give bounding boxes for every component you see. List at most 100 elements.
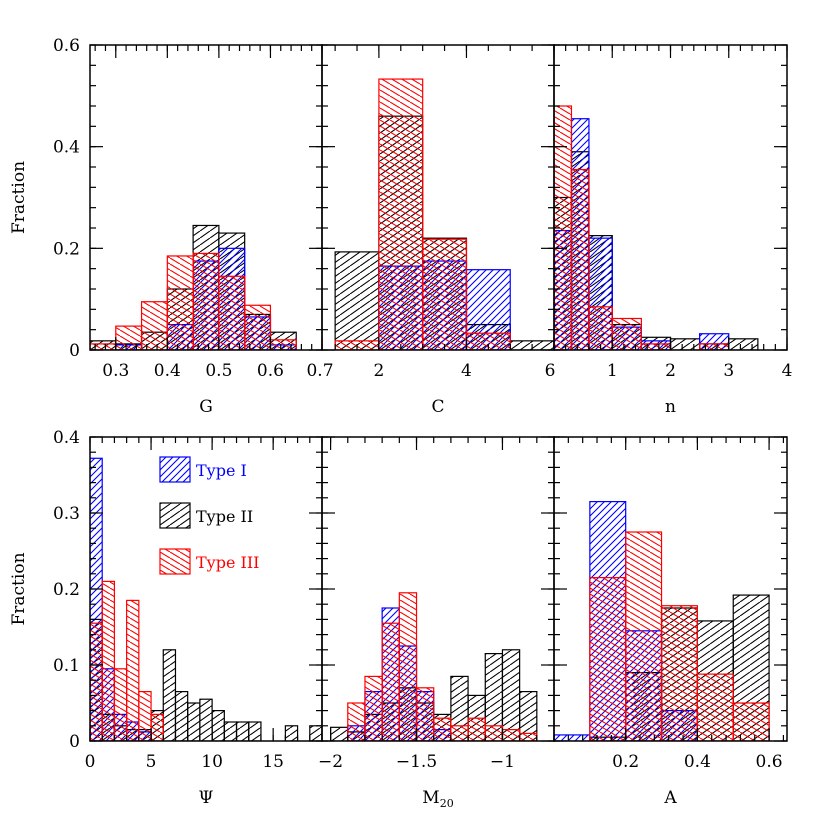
y-tick-label: 0.3 xyxy=(53,504,80,524)
legend-label: Type II xyxy=(196,507,253,526)
bar-type-ii-11 xyxy=(211,709,225,741)
y-tick-label: 0.2 xyxy=(53,239,80,259)
x-axis-label: A xyxy=(663,788,677,808)
bar-type-iii-4 xyxy=(398,592,418,741)
bar-type-iii-3 xyxy=(381,622,400,741)
bar-type-iii-6 xyxy=(218,275,246,350)
panel-2: 2 4 6 C xyxy=(321,44,556,417)
x-tick-label: 4 xyxy=(782,361,793,381)
legend-swatch xyxy=(159,456,191,483)
bar-type-ii-12 xyxy=(223,721,238,741)
y-axis-label: Fraction xyxy=(9,161,29,234)
bar-type-iii-6 xyxy=(150,713,164,741)
x-tick-label: 0 xyxy=(85,752,96,772)
panel-4: 0 5 10 15 0 0.1 0.2 0.3 0.4 Ψ Fraction xyxy=(9,428,323,808)
y-axis-label: Fraction xyxy=(9,552,29,625)
legend: Type I Type II Type III xyxy=(159,456,259,575)
x-tick-label: 3 xyxy=(723,361,734,381)
x-tick-label: 0.4 xyxy=(154,361,181,381)
bar-type-iii-1 xyxy=(347,702,366,741)
x-axis-label: G xyxy=(199,397,213,417)
bar-type-ii-9 xyxy=(187,702,201,741)
panel-1: 0.3 0.4 0.5 0.6 0.7 0 0.2 0.4 0.6 G Fraction xyxy=(9,36,334,417)
bar-type-ii-8 xyxy=(174,690,189,741)
bar-type-iii-2 xyxy=(625,531,663,741)
bar-type-ii-13 xyxy=(235,721,250,741)
bar-type-ii-7 xyxy=(162,649,177,741)
y-tick-label: 0.1 xyxy=(53,656,80,676)
bar-type-iii-2 xyxy=(378,78,424,350)
bar-type-ii-11 xyxy=(501,649,521,741)
bar-type-iii-3 xyxy=(113,668,128,741)
bar-type-i-1 xyxy=(554,734,591,741)
bar-type-iii-11 xyxy=(519,732,538,741)
bar-type-ii-14 xyxy=(248,721,262,741)
bar-type-iii-3 xyxy=(588,306,613,350)
x-tick-label: −1.5 xyxy=(396,752,437,772)
bar-type-iii-2 xyxy=(570,168,590,350)
x-axis-label: C xyxy=(431,397,444,417)
bar-type-iii-3 xyxy=(140,301,168,350)
legend-swatch xyxy=(159,502,191,529)
y-tick-label: 0 xyxy=(69,341,80,361)
x-tick-label: 2 xyxy=(665,361,676,381)
panel-3: 1 2 3 4 n xyxy=(553,44,793,417)
bar-type-iii-4 xyxy=(166,255,194,350)
bar-type-iii-7 xyxy=(244,304,272,350)
bar-type-iii-1 xyxy=(90,343,117,350)
y-tick-label: 0.6 xyxy=(53,36,80,56)
bar-type-iii-4 xyxy=(696,673,734,741)
x-axis-label: M20 xyxy=(422,788,453,810)
bar-type-ii-10 xyxy=(199,698,213,741)
bar-type-iii-5 xyxy=(415,687,435,741)
x-tick-label: 0.6 xyxy=(756,752,783,772)
bar-type-iii-5 xyxy=(640,343,672,350)
bar-type-iii-6 xyxy=(433,717,452,741)
bar-type-iii-10 xyxy=(501,728,521,741)
bar-type-iii-5 xyxy=(732,702,770,741)
bar-type-iii-5 xyxy=(138,690,152,741)
legend-label: Type I xyxy=(196,461,247,480)
x-axis-label: n xyxy=(665,397,676,417)
x-tick-label: −2 xyxy=(318,752,343,772)
bar-type-iii-3 xyxy=(422,238,468,350)
x-tick-label: 0.3 xyxy=(102,361,129,381)
panel-5: −2 −1.5 −1 M20 xyxy=(318,436,555,810)
y-tick-label: 0 xyxy=(69,732,80,752)
x-tick-label: 6 xyxy=(545,361,556,381)
y-tick-label: 0.4 xyxy=(53,428,80,448)
bar-type-iii-8 xyxy=(467,717,486,741)
x-tick-label: 0.4 xyxy=(684,752,711,772)
bar-type-iii-7 xyxy=(450,725,469,741)
bar-type-ii-6 xyxy=(669,338,701,350)
bar-type-iii-2 xyxy=(364,675,383,741)
bar-type-iii-1 xyxy=(90,622,103,741)
x-tick-label: 0.7 xyxy=(306,361,333,381)
legend-swatch xyxy=(159,548,191,575)
x-tick-label: 0.5 xyxy=(205,361,232,381)
bar-type-iii-3 xyxy=(660,605,698,741)
bar-type-ii-16 xyxy=(309,725,322,741)
x-tick-label: 5 xyxy=(146,752,157,772)
x-tick-label: 1 xyxy=(607,361,618,381)
bar-type-iii-2 xyxy=(115,325,143,350)
bar-type-ii-15 xyxy=(284,725,299,741)
bar-type-iii-4 xyxy=(126,599,140,741)
bar-type-iii-1 xyxy=(589,576,627,741)
bar-type-iii-8 xyxy=(269,339,297,350)
x-tick-label: 10 xyxy=(201,752,223,772)
bar-type-iii-2 xyxy=(101,580,116,741)
x-tick-label: 0.6 xyxy=(257,361,284,381)
bar-type-iii-9 xyxy=(484,725,504,741)
x-tick-label: 4 xyxy=(461,361,472,381)
bar-type-iii-4 xyxy=(611,317,642,350)
y-tick-label: 0.2 xyxy=(53,580,80,600)
x-tick-label: −1 xyxy=(490,752,515,772)
panel-6: 0.2 0.4 0.6 A xyxy=(553,436,788,808)
bar-type-iii-5 xyxy=(192,252,220,350)
bar-type-ii-1 xyxy=(329,726,349,741)
legend-label: Type III xyxy=(196,553,259,572)
x-tick-label: 15 xyxy=(262,752,284,772)
x-axis-label: Ψ xyxy=(199,788,214,808)
